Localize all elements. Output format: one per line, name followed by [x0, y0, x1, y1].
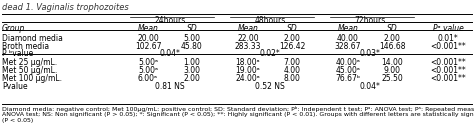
Text: <0.001**: <0.001** — [430, 42, 466, 51]
Text: 0.01*: 0.01* — [438, 34, 458, 43]
Text: SD: SD — [387, 24, 397, 33]
Text: 3.00: 3.00 — [183, 66, 201, 75]
Text: Mean: Mean — [237, 24, 258, 33]
Text: 1.00: 1.00 — [183, 58, 201, 67]
Text: Broth media: Broth media — [2, 42, 49, 51]
Text: 0.03*: 0.03* — [360, 50, 381, 59]
Text: 6.00ᵃ: 6.00ᵃ — [138, 74, 158, 83]
Text: 18.00ᵃ: 18.00ᵃ — [236, 58, 260, 67]
Text: (P < 0.05): (P < 0.05) — [2, 118, 33, 123]
Text: 40.00ᵃ: 40.00ᵃ — [336, 58, 360, 67]
Text: P ᵇvalue: P ᵇvalue — [2, 50, 33, 59]
Text: 0.52 NS: 0.52 NS — [255, 82, 285, 91]
Text: ANOVA test; NS: Non significant (P > 0.05); *: Significant (P < 0.05); **: Highl: ANOVA test; NS: Non significant (P > 0.0… — [2, 112, 474, 117]
Text: 45.80: 45.80 — [181, 42, 203, 51]
Text: dead 1. Vaginalis trophozoites: dead 1. Vaginalis trophozoites — [2, 3, 129, 12]
Text: SD: SD — [287, 24, 297, 33]
Text: 0.04*: 0.04* — [160, 50, 181, 59]
Text: 146.68: 146.68 — [379, 42, 405, 51]
Text: Pvalue: Pvalue — [2, 82, 27, 91]
Text: 19.00ᵃ: 19.00ᵃ — [236, 66, 260, 75]
Text: Mean: Mean — [337, 24, 358, 33]
Text: 7.00: 7.00 — [283, 58, 301, 67]
Text: Mean: Mean — [137, 24, 158, 33]
Text: Met 25 μg/mL.: Met 25 μg/mL. — [2, 58, 57, 67]
Text: 20.00: 20.00 — [137, 34, 159, 43]
Text: 24.00ᵃ: 24.00ᵃ — [236, 74, 260, 83]
Text: 0.04*: 0.04* — [360, 82, 381, 91]
Text: 283.33: 283.33 — [235, 42, 261, 51]
Text: 4.00: 4.00 — [283, 66, 301, 75]
Text: 5.00ᵃ: 5.00ᵃ — [138, 66, 158, 75]
Text: 22.00: 22.00 — [237, 34, 259, 43]
Text: SD: SD — [187, 24, 197, 33]
Text: <0.001**: <0.001** — [430, 58, 466, 67]
Text: 126.42: 126.42 — [279, 42, 305, 51]
Text: Met 50 μg/mL.: Met 50 μg/mL. — [2, 66, 57, 75]
Text: <0.001**: <0.001** — [430, 74, 466, 83]
Text: 328.67: 328.67 — [335, 42, 361, 51]
Text: Diamond media: negative control; Met 100μg/mL: positive control; SD: Standard de: Diamond media: negative control; Met 100… — [2, 106, 474, 112]
Text: 45.00ᵃ: 45.00ᵃ — [336, 66, 360, 75]
Text: 0.02*: 0.02* — [260, 50, 281, 59]
Text: 2.00: 2.00 — [183, 74, 201, 83]
Text: 14.00: 14.00 — [381, 58, 403, 67]
Text: 9.00: 9.00 — [383, 66, 401, 75]
Text: Met 100 μg/mL.: Met 100 μg/mL. — [2, 74, 62, 83]
Text: 76.67ᵇ: 76.67ᵇ — [336, 74, 361, 83]
Text: Pᵃ value: Pᵃ value — [433, 24, 464, 33]
Text: 2.00: 2.00 — [383, 34, 401, 43]
Text: 48hours: 48hours — [255, 16, 286, 25]
Text: 25.50: 25.50 — [381, 74, 403, 83]
Text: 2.00: 2.00 — [283, 34, 301, 43]
Text: 24hours: 24hours — [155, 16, 186, 25]
Text: 72hours: 72hours — [355, 16, 386, 25]
Text: Group: Group — [2, 24, 26, 33]
Text: 0.81 NS: 0.81 NS — [155, 82, 185, 91]
Text: Diamond media: Diamond media — [2, 34, 63, 43]
Text: <0.001**: <0.001** — [430, 66, 466, 75]
Text: 8.00: 8.00 — [283, 74, 301, 83]
Text: 5.00: 5.00 — [183, 34, 201, 43]
Text: 40.00: 40.00 — [337, 34, 359, 43]
Text: 5.00ᵃ: 5.00ᵃ — [138, 58, 158, 67]
Text: 102.67: 102.67 — [135, 42, 161, 51]
